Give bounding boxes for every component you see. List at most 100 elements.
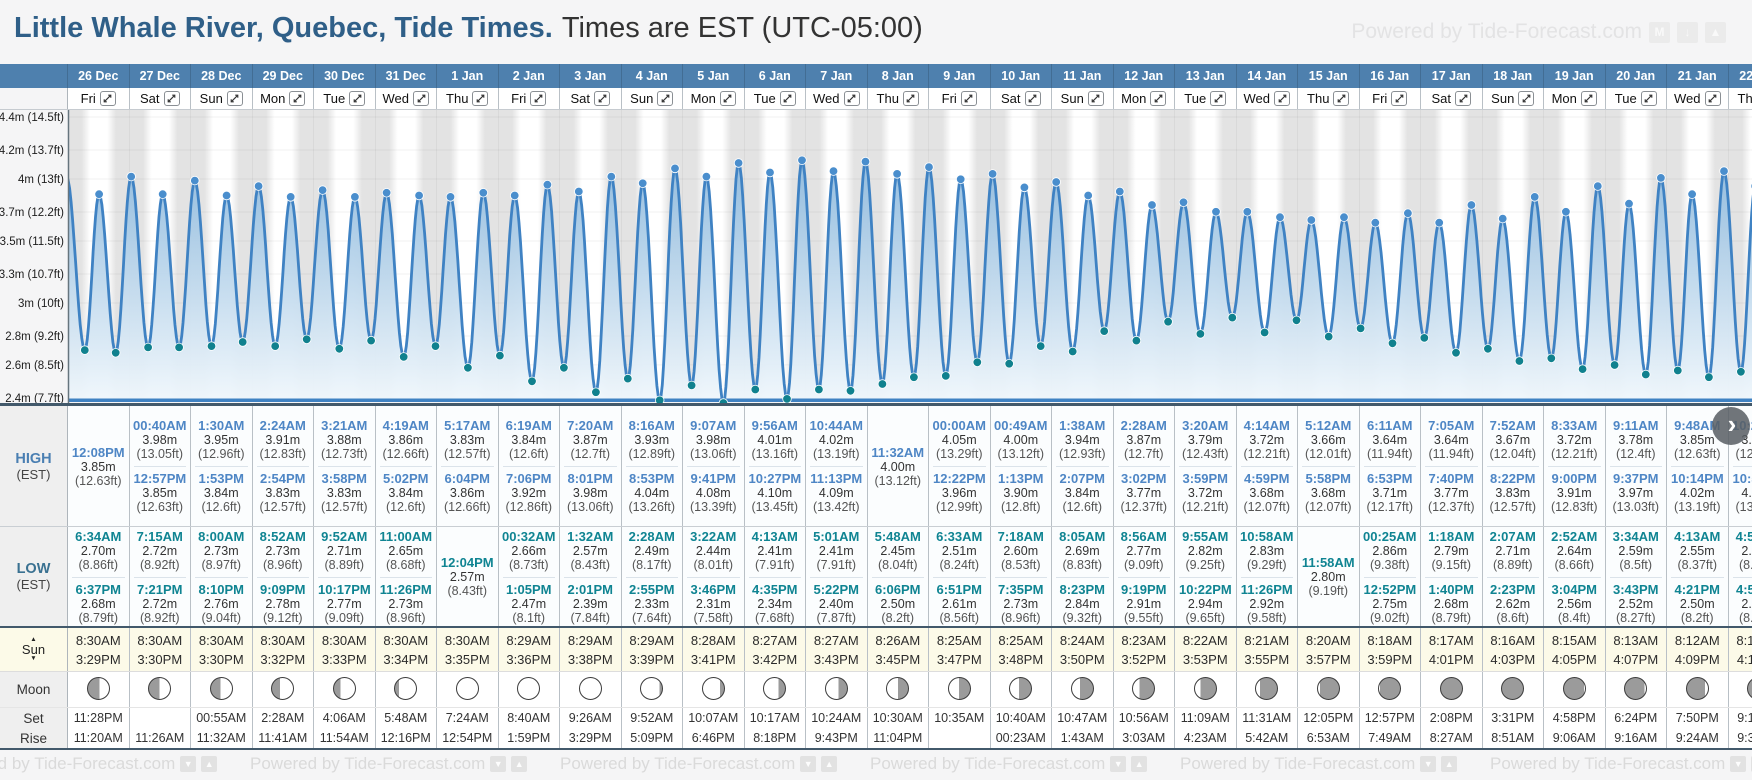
tide-height-m: 3.86m xyxy=(449,486,485,500)
watermark-text: Powered by Tide-Forecast.com xyxy=(250,754,486,773)
tide-event: 6:06PM 2.50m (8.2ft) xyxy=(871,576,924,627)
low-tide-cell: 9:55AM 2.82m (9.25ft) 10:22PM 2.94m (9.65ft) xyxy=(1175,527,1237,626)
tide-event: 1:18AM 2.79m (9.15ft) xyxy=(1421,527,1482,574)
expand-day-button[interactable] xyxy=(349,91,366,106)
moon-cell xyxy=(745,672,806,707)
expand-day-button[interactable] xyxy=(1455,91,1471,106)
tide-height-m: 2.62m xyxy=(1495,596,1531,611)
expand-day-button[interactable] xyxy=(163,91,180,106)
moon-phase-icon xyxy=(1624,677,1648,700)
expand-day-button[interactable] xyxy=(779,91,796,106)
expand-day-button[interactable] xyxy=(719,91,736,106)
sunset-time: 4:03PM xyxy=(1490,652,1536,667)
tide-time: 9:41PM xyxy=(690,471,737,486)
moon-phase-icon xyxy=(209,677,233,700)
tide-event: 3:58PM 3.83m (12.57ft) xyxy=(318,466,371,516)
expand-day-button[interactable] xyxy=(472,91,489,106)
expand-day-button[interactable] xyxy=(960,91,977,106)
weekday-label: Mon xyxy=(260,91,286,106)
expand-day-button[interactable] xyxy=(1580,91,1597,106)
sunset-time: 3:34PM xyxy=(383,652,429,667)
expand-icon xyxy=(964,94,973,103)
high-tide-cell: 2:28AM 3.87m (12.7ft) 3:02PM 3.77m (12.37ft) xyxy=(1113,406,1175,526)
tide-height-ft: (8.83ft) xyxy=(1062,557,1103,572)
tide-event: 4:13AM 2.41m (7.91ft) xyxy=(745,527,806,574)
low-tide-point xyxy=(1609,360,1620,370)
low-tide-cell: 1:18AM 2.79m (9.15ft) 1:40PM 2.68m (8.79ft) xyxy=(1421,527,1483,626)
sun-cell: 8:30AM 3:30PM xyxy=(191,628,253,671)
expand-day-button[interactable] xyxy=(1391,91,1408,106)
tide-time: 8:01PM xyxy=(567,471,614,486)
date-cell: 16 Jan xyxy=(1360,64,1421,88)
y-axis-tick-label: 2.4m (7.7ft) xyxy=(5,393,64,403)
low-tide-point xyxy=(845,386,856,396)
tide-time: 3:20AM xyxy=(1182,418,1229,433)
high-tide-point xyxy=(381,188,392,198)
tide-time: 4:13AM xyxy=(751,528,798,544)
next-page-button[interactable]: › xyxy=(1712,407,1750,445)
tide-event: 5:48AM 2.45m (8.04ft) xyxy=(868,527,929,574)
tide-height-ft: (12.96ft) xyxy=(197,447,245,461)
low-tide-point xyxy=(1704,372,1714,382)
date-cell: 7 Jan xyxy=(806,64,868,88)
tide-height-ft: (8.23ft) xyxy=(1738,610,1752,625)
weekday-label: Tue xyxy=(1614,91,1637,106)
expand-day-button[interactable] xyxy=(1024,91,1041,106)
tide-time: 8:22PM xyxy=(1489,471,1536,486)
expand-day-button[interactable] xyxy=(413,91,429,106)
moonrise-cell: 6:53AM xyxy=(1298,728,1360,748)
tide-event: 2:52AM 2.64m (8.66ft) xyxy=(1544,527,1605,574)
expand-day-button[interactable] xyxy=(843,91,860,106)
high-tide-point xyxy=(1178,197,1189,208)
low-tide-cell: 5:01AM 2.41m (7.91ft) 5:22PM 2.40m (7.87ft) xyxy=(806,527,868,626)
expand-day-button[interactable] xyxy=(1704,91,1721,106)
tide-height-m: 2.73m xyxy=(265,543,301,558)
expand-day-button[interactable] xyxy=(226,91,243,106)
tide-height-m: 2.68m xyxy=(80,596,116,611)
expand-day-button[interactable] xyxy=(902,91,919,106)
moonrise-cell: 1:43AM xyxy=(1052,728,1114,748)
tide-height-m: 2.34m xyxy=(757,596,793,611)
tide-height-ft: (12.83ft) xyxy=(1735,447,1752,461)
tide-event: 9:37PM 3.97m (13.03ft) xyxy=(1609,466,1662,516)
expand-day-button[interactable] xyxy=(530,91,547,106)
expand-day-button[interactable] xyxy=(1274,91,1290,106)
tide-height-ft: (8.79ft) xyxy=(1431,610,1472,625)
expand-day-button[interactable] xyxy=(1210,91,1227,106)
expand-day-button[interactable] xyxy=(657,91,674,106)
tide-height-m: 4.04m xyxy=(634,486,670,500)
sunrise-time: 8:24AM xyxy=(1059,633,1105,648)
moon-phase-icon xyxy=(517,677,541,700)
expand-day-button[interactable] xyxy=(1333,91,1350,106)
tide-time: 5:48AM xyxy=(874,528,921,544)
tide-time: 4:13AM xyxy=(1674,528,1721,544)
tide-time: 2:01PM xyxy=(567,581,614,597)
sunrise-time: 8:10AM xyxy=(1736,633,1752,648)
tide-time: 6:19AM xyxy=(505,418,552,433)
sun-cell: 8:21AM 3:55PM xyxy=(1237,628,1298,671)
expand-day-button[interactable] xyxy=(99,91,116,106)
expand-day-button[interactable] xyxy=(1518,91,1535,106)
tide-event: 10:58AM 2.83m (9.29ft) xyxy=(1237,527,1298,574)
tide-time: 12:04PM xyxy=(440,555,494,570)
tide-height-ft: (8.96ft) xyxy=(1000,610,1041,625)
moonrise-cell: 11:20AM xyxy=(68,728,130,748)
bottom-watermark: Powered by Tide-Forecast.com▼▲ xyxy=(250,754,528,774)
high-tide-point xyxy=(1656,173,1666,183)
expand-day-button[interactable] xyxy=(594,91,610,106)
moonset-cell: 4:58PM xyxy=(1544,708,1606,728)
expand-day-button[interactable] xyxy=(1640,91,1657,106)
high-tide-cell: 11:32AM 4.00m (13.12ft) xyxy=(867,406,929,526)
tide-event: 11:58AM 2.80m (9.19ft) xyxy=(1298,553,1359,600)
sunset-arrow-icon: ▼ xyxy=(30,655,37,662)
weekday-label: Mon xyxy=(1121,91,1147,106)
weekday-cell: Tue xyxy=(1175,88,1237,109)
expand-day-button[interactable] xyxy=(1087,91,1104,106)
date-cell: 9 Jan xyxy=(929,64,991,88)
expand-day-button[interactable] xyxy=(1150,91,1167,106)
tide-time: 12:08PM xyxy=(71,444,125,460)
expand-day-button[interactable] xyxy=(289,91,306,106)
tide-time: 4:21PM xyxy=(1674,581,1721,597)
low-tide-point xyxy=(1514,356,1525,366)
expand-icon xyxy=(353,94,362,103)
